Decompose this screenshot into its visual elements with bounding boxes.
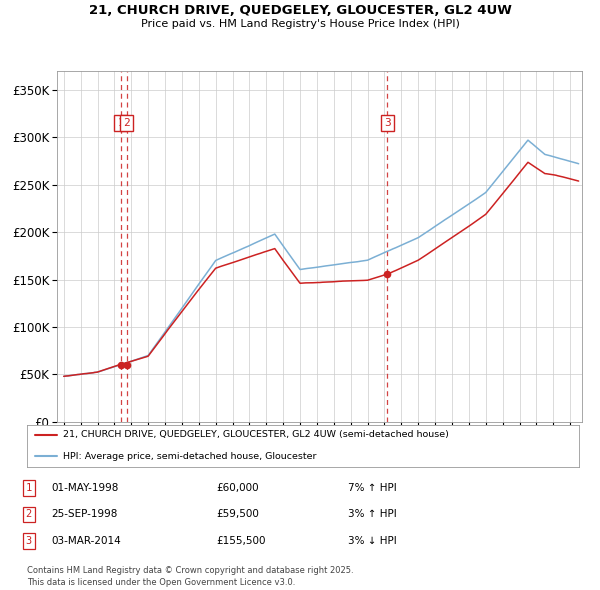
Text: 3% ↓ HPI: 3% ↓ HPI (348, 536, 397, 546)
Text: 3: 3 (384, 118, 391, 128)
Text: Contains HM Land Registry data © Crown copyright and database right 2025.
This d: Contains HM Land Registry data © Crown c… (27, 566, 353, 587)
Text: 01-MAY-1998: 01-MAY-1998 (51, 483, 118, 493)
Text: £155,500: £155,500 (216, 536, 265, 546)
Text: £60,000: £60,000 (216, 483, 259, 493)
Text: 21, CHURCH DRIVE, QUEDGELEY, GLOUCESTER, GL2 4UW (semi-detached house): 21, CHURCH DRIVE, QUEDGELEY, GLOUCESTER,… (63, 431, 449, 440)
Text: 2: 2 (123, 118, 130, 128)
Text: 2: 2 (26, 510, 32, 519)
Text: 3% ↑ HPI: 3% ↑ HPI (348, 510, 397, 519)
Text: £59,500: £59,500 (216, 510, 259, 519)
Text: Price paid vs. HM Land Registry's House Price Index (HPI): Price paid vs. HM Land Registry's House … (140, 19, 460, 29)
Text: 3: 3 (26, 536, 32, 546)
Text: 7% ↑ HPI: 7% ↑ HPI (348, 483, 397, 493)
Text: 03-MAR-2014: 03-MAR-2014 (51, 536, 121, 546)
Text: 25-SEP-1998: 25-SEP-1998 (51, 510, 118, 519)
Text: 1: 1 (26, 483, 32, 493)
Text: 21, CHURCH DRIVE, QUEDGELEY, GLOUCESTER, GL2 4UW: 21, CHURCH DRIVE, QUEDGELEY, GLOUCESTER,… (89, 4, 511, 17)
Text: 1: 1 (117, 118, 124, 128)
Text: HPI: Average price, semi-detached house, Gloucester: HPI: Average price, semi-detached house,… (63, 452, 316, 461)
